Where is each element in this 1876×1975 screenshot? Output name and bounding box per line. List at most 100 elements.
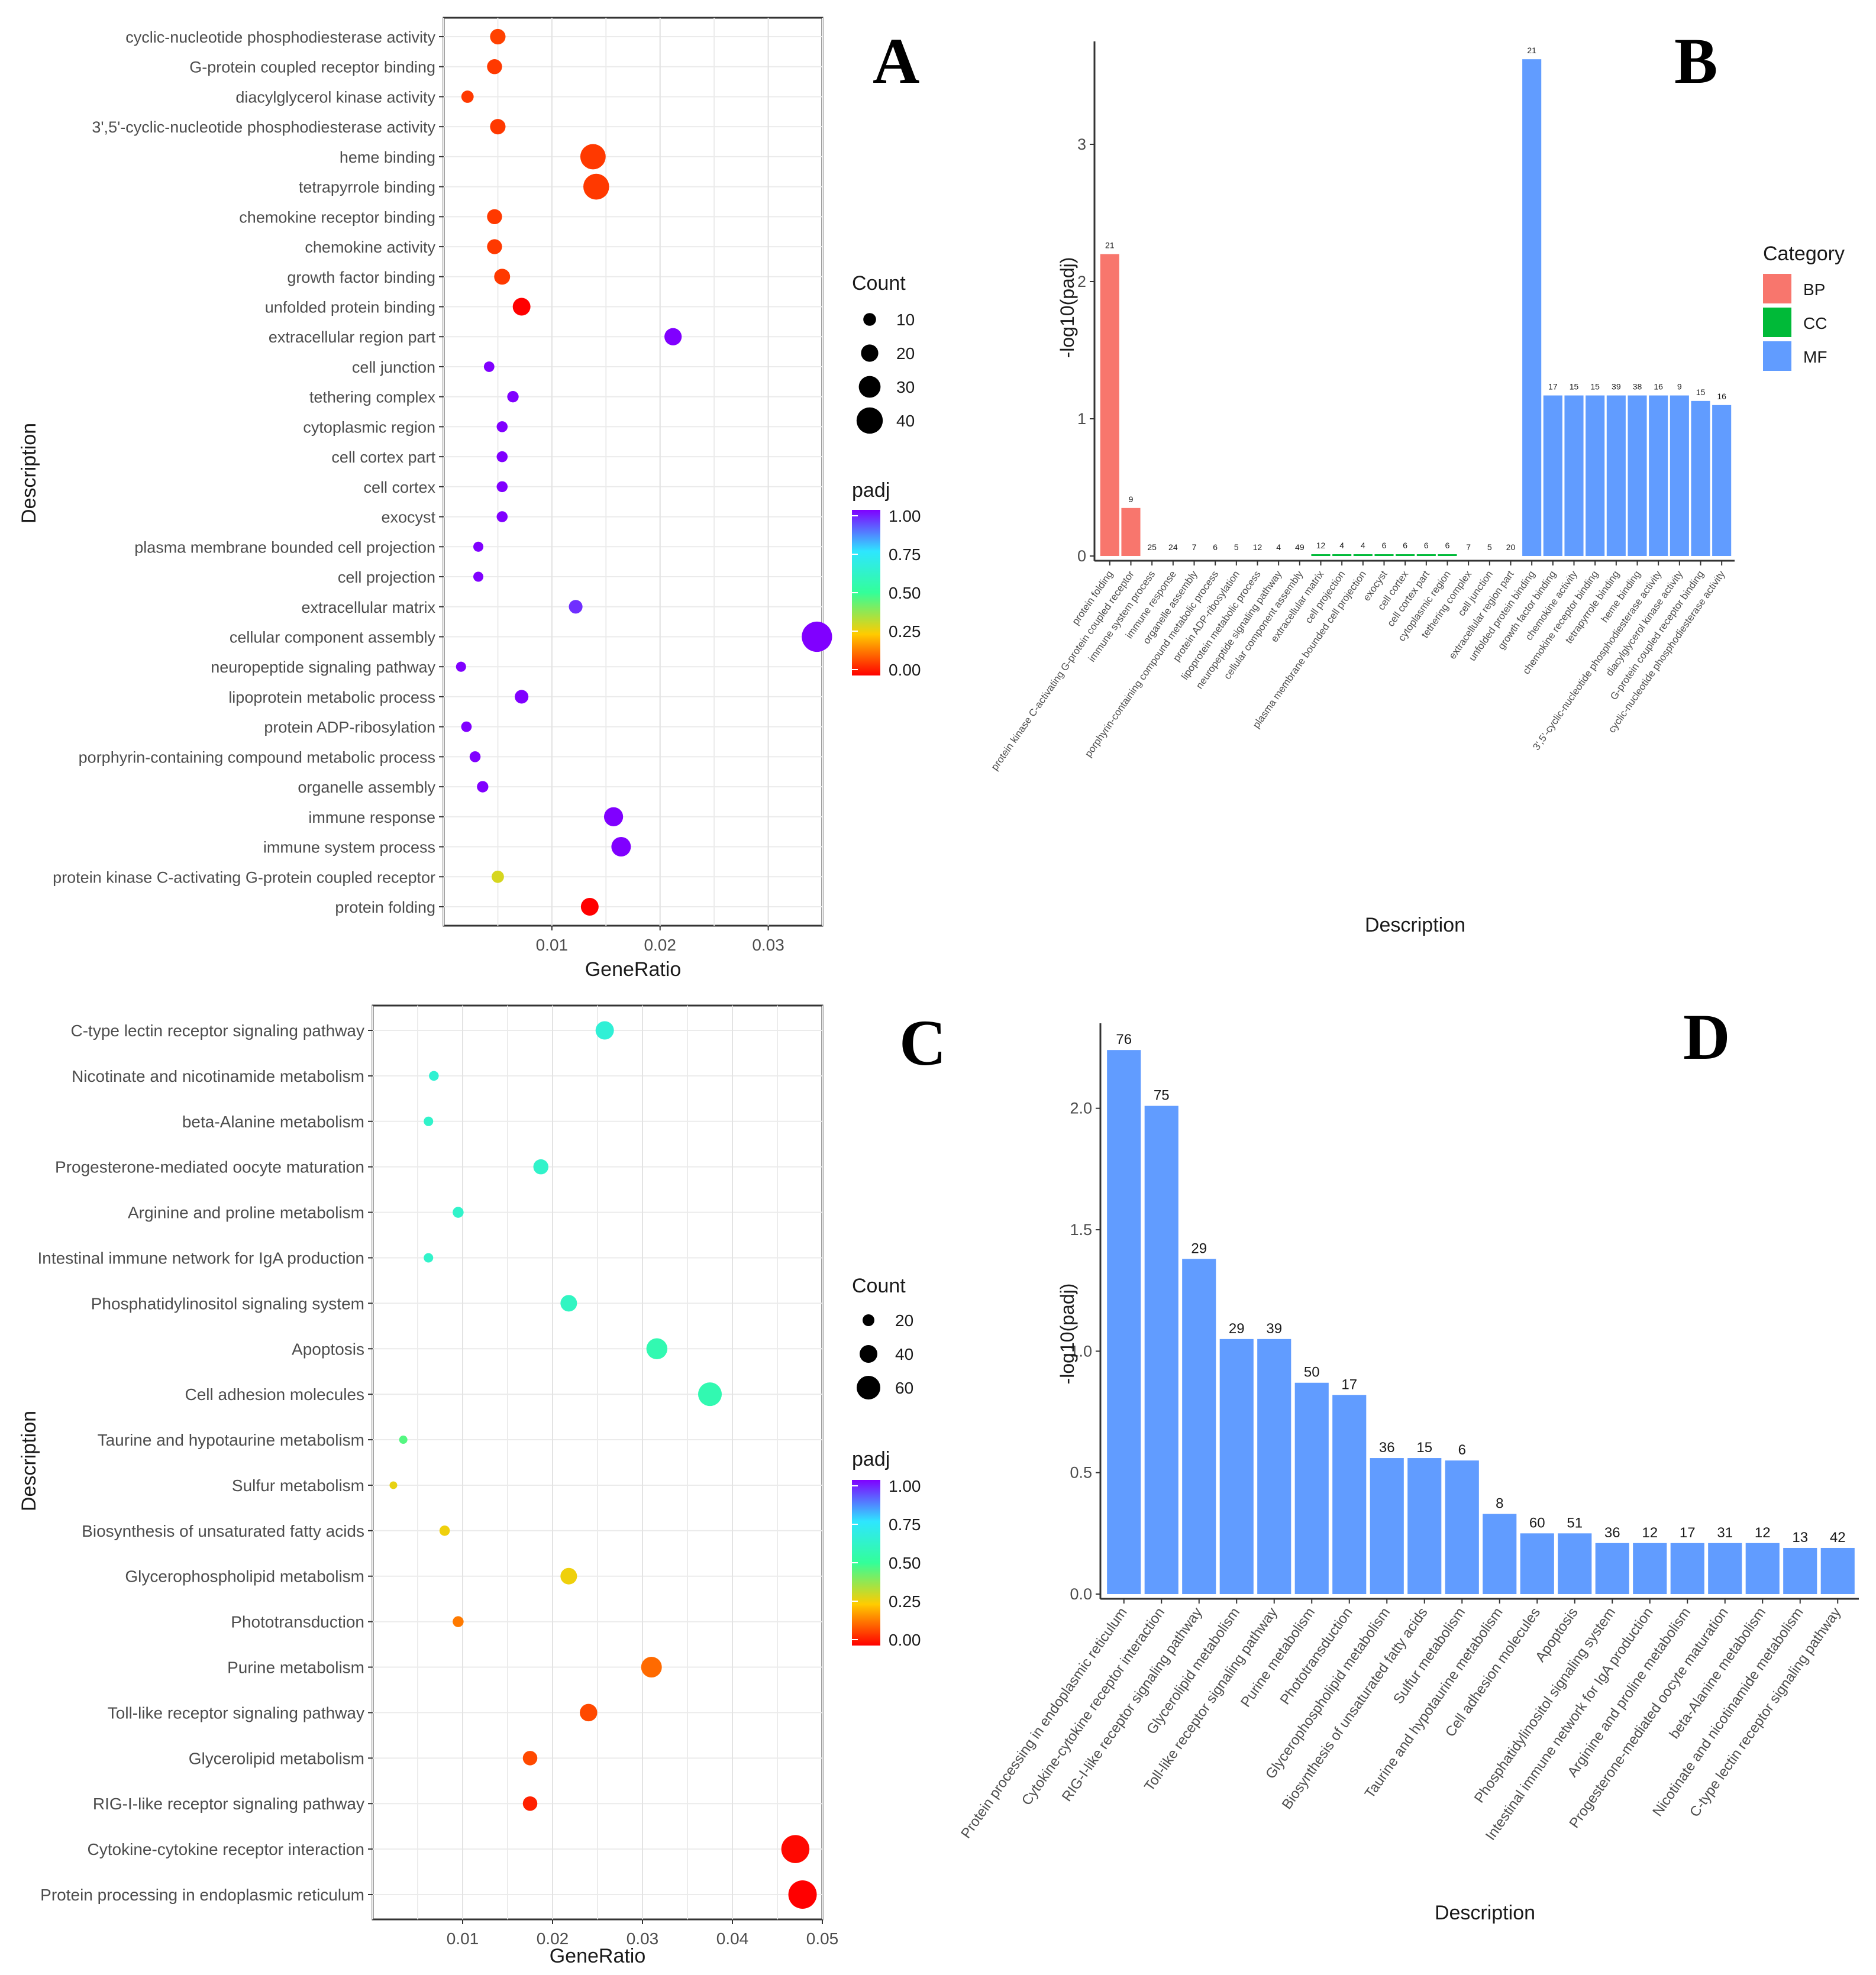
data-point — [487, 209, 502, 225]
data-point — [429, 1071, 439, 1081]
y-tick-label: Purine metabolism — [227, 1659, 364, 1677]
bar-count-label: 16 — [1654, 382, 1663, 392]
y-tick-label: growth factor binding — [287, 269, 435, 286]
x-tick-label: 0.02 — [644, 936, 676, 954]
y-tick-label: chemokine receptor binding — [239, 208, 435, 226]
bar — [1783, 1547, 1817, 1594]
count-legend-label: 10 — [896, 311, 915, 329]
data-point — [496, 451, 508, 463]
y-tick-label: 1 — [1077, 410, 1086, 428]
y-tick-label: Cytokine-cytokine receptor interaction — [88, 1840, 364, 1858]
y-tick-label: porphyrin-containing compound metabolic … — [79, 748, 435, 766]
bar-count-label: 6 — [1213, 542, 1218, 552]
count-legend-dot — [858, 376, 881, 398]
bar — [1520, 1533, 1554, 1594]
data-point — [487, 239, 502, 254]
bar-count-label: 49 — [1295, 542, 1305, 552]
data-point — [611, 837, 631, 857]
bar — [1370, 1458, 1404, 1594]
data-point — [522, 1796, 538, 1811]
bar — [1311, 554, 1331, 556]
bar — [1670, 395, 1689, 556]
y-tick-label: heme binding — [340, 148, 435, 166]
bar-count-label: 76 — [1116, 1032, 1132, 1048]
y-tick-label: 0.5 — [1070, 1464, 1092, 1482]
y-tick-label: chemokine activity — [305, 238, 435, 256]
bar — [1670, 1543, 1704, 1594]
colorbar-tick-label: 0.50 — [889, 584, 921, 602]
bar-count-label: 6 — [1445, 541, 1450, 550]
x-tick-label: 0.01 — [447, 1929, 479, 1948]
data-point — [496, 481, 508, 493]
bar — [1374, 554, 1394, 556]
bar-count-label: 15 — [1570, 382, 1579, 392]
colorbar-tick-label: 1.00 — [889, 507, 921, 525]
panel-d-x-axis-title: Description — [1435, 1902, 1535, 1924]
bar-count-label: 4 — [1276, 542, 1281, 552]
y-tick-label: cell junction — [352, 358, 435, 376]
bar — [1107, 1050, 1141, 1594]
x-tick-label: protein kinase C-activating G-protein co… — [989, 568, 1136, 772]
bar — [1257, 1339, 1291, 1594]
bar-count-label: 25 — [1147, 542, 1157, 552]
panel-b-x-axis-title: Description — [1365, 914, 1465, 936]
y-tick-label: Taurine and hypotaurine metabolism — [98, 1431, 364, 1449]
y-tick-label: exocyst — [381, 509, 435, 526]
data-point — [473, 541, 484, 552]
y-tick-label: Phosphatidylinositol signaling system — [91, 1294, 364, 1313]
bar-count-label: 36 — [1604, 1525, 1620, 1541]
bar-count-label: 16 — [1717, 392, 1726, 401]
bar-count-label: 9 — [1129, 494, 1134, 504]
bar — [1416, 554, 1436, 556]
y-tick-label: cell projection — [338, 568, 435, 586]
panel-a-y-axis-title: Description — [18, 423, 40, 523]
data-point — [580, 1704, 598, 1722]
category-legend-label: MF — [1803, 348, 1827, 366]
bar-count-label: 17 — [1341, 1376, 1357, 1392]
bar-count-label: 29 — [1191, 1240, 1207, 1256]
x-tick-label: 0.02 — [537, 1929, 569, 1948]
y-tick-label: lipoprotein metabolic process — [228, 688, 435, 706]
bar-count-label: 6 — [1382, 541, 1387, 550]
data-point — [641, 1657, 662, 1678]
data-point — [569, 600, 583, 614]
bar-count-label: 4 — [1339, 541, 1344, 550]
x-tick-label: 0.03 — [627, 1929, 659, 1948]
panel-a-label: A — [873, 25, 919, 97]
data-point — [483, 361, 495, 372]
colorbar-tick-label: 0.75 — [889, 1515, 921, 1534]
bar — [1633, 1543, 1667, 1594]
data-point — [515, 690, 529, 704]
bar-count-label: 6 — [1403, 541, 1407, 550]
y-tick-label: protein folding — [335, 898, 435, 916]
bar — [1522, 59, 1542, 556]
data-point — [560, 1567, 577, 1585]
bar — [1438, 554, 1457, 556]
bar-count-label: 39 — [1266, 1321, 1282, 1337]
x-tick-label: 0.04 — [716, 1929, 749, 1948]
x-tick-label: Protein processing in endoplasmic reticu… — [958, 1605, 1130, 1841]
y-tick-label: 2.0 — [1070, 1100, 1092, 1117]
bar-count-label: 9 — [1677, 382, 1682, 392]
bar-count-label: 36 — [1379, 1440, 1395, 1456]
data-point — [473, 571, 484, 582]
data-point — [781, 1835, 810, 1863]
y-tick-label: 0 — [1077, 547, 1086, 565]
y-tick-label: tetrapyrrole binding — [299, 179, 435, 196]
category-legend-swatch — [1763, 341, 1791, 371]
panel-c-count-legend-title: Count — [852, 1275, 906, 1297]
panel-b-y-axis-title: -log10(padj) — [1057, 257, 1078, 358]
y-tick-label: Apoptosis — [292, 1340, 364, 1358]
data-point — [492, 870, 504, 883]
y-tick-label: diacylglycerol kinase activity — [235, 88, 435, 106]
bar-count-label: 12 — [1755, 1525, 1771, 1541]
colorbar-tick-label: 0.00 — [889, 1631, 921, 1649]
count-legend-dot — [863, 313, 876, 326]
data-point — [424, 1116, 434, 1126]
data-point — [469, 751, 481, 762]
bar-count-label: 21 — [1105, 241, 1115, 250]
data-point — [603, 807, 624, 826]
data-point — [595, 1021, 614, 1040]
count-legend-dot — [861, 344, 879, 362]
